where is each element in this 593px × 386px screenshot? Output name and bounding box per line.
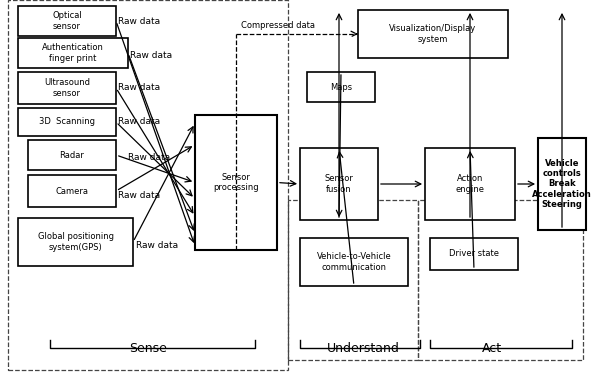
Text: Authentication
finger print: Authentication finger print	[42, 43, 104, 63]
Bar	[18, 38, 128, 68]
Bar	[8, 0, 288, 370]
Text: Maps: Maps	[330, 83, 352, 91]
Text: Ultrasound
sensor: Ultrasound sensor	[44, 78, 90, 98]
Bar	[358, 10, 508, 58]
Text: Vehicle
controls
Break
Acceleration
Steering: Vehicle controls Break Acceleration Stee…	[532, 159, 592, 209]
Text: Raw data: Raw data	[118, 83, 160, 93]
Text: Raw data: Raw data	[136, 242, 178, 251]
Text: Global positioning
system(GPS): Global positioning system(GPS)	[37, 232, 113, 252]
Text: Raw data: Raw data	[128, 152, 170, 161]
Text: Sensor
fusion: Sensor fusion	[324, 174, 353, 194]
Bar	[300, 238, 408, 286]
Text: Action
engine: Action engine	[455, 174, 484, 194]
Bar	[18, 108, 116, 136]
Text: Sensor
processing: Sensor processing	[213, 173, 259, 192]
Text: Optical
sensor: Optical sensor	[52, 11, 82, 31]
Text: Raw data: Raw data	[130, 51, 172, 59]
Text: Camera: Camera	[56, 186, 88, 195]
Bar	[538, 138, 586, 230]
Bar	[300, 148, 378, 220]
Bar	[307, 72, 375, 102]
Bar	[28, 140, 116, 170]
Bar	[28, 175, 116, 207]
Text: Visualization/Display
system: Visualization/Display system	[390, 24, 477, 44]
Text: Act: Act	[482, 342, 502, 355]
Text: Sense: Sense	[129, 342, 167, 355]
Text: Vehicle-to-Vehicle
communication: Vehicle-to-Vehicle communication	[317, 252, 391, 272]
Text: Driver state: Driver state	[449, 249, 499, 259]
Bar	[430, 238, 518, 270]
Text: Raw data: Raw data	[118, 117, 160, 127]
Text: Compressed data: Compressed data	[241, 21, 315, 30]
Bar	[425, 148, 515, 220]
Text: Raw data: Raw data	[118, 17, 160, 27]
Text: Raw data: Raw data	[118, 191, 160, 200]
Bar	[288, 200, 418, 360]
Bar	[418, 200, 583, 360]
Bar	[195, 115, 277, 250]
Text: Radar: Radar	[59, 151, 84, 159]
Text: 3D  Scanning: 3D Scanning	[39, 117, 95, 127]
Bar	[18, 218, 133, 266]
Bar	[18, 72, 116, 104]
Bar	[18, 6, 116, 36]
Text: Understand: Understand	[327, 342, 400, 355]
